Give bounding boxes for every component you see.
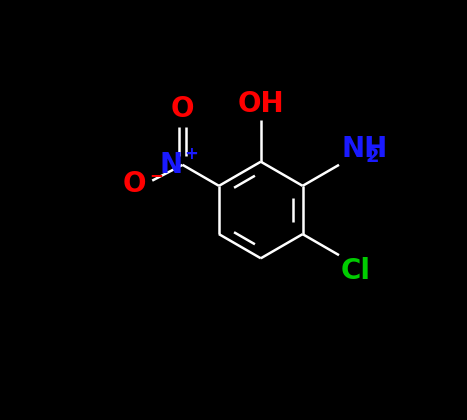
Text: −: − (149, 166, 163, 184)
Text: NH: NH (341, 135, 387, 163)
Text: OH: OH (238, 89, 284, 118)
Text: +: + (184, 145, 198, 163)
Text: O: O (122, 170, 146, 198)
Text: 2: 2 (366, 147, 379, 165)
Text: N: N (159, 151, 183, 179)
Text: Cl: Cl (341, 257, 371, 285)
Text: O: O (171, 95, 194, 123)
